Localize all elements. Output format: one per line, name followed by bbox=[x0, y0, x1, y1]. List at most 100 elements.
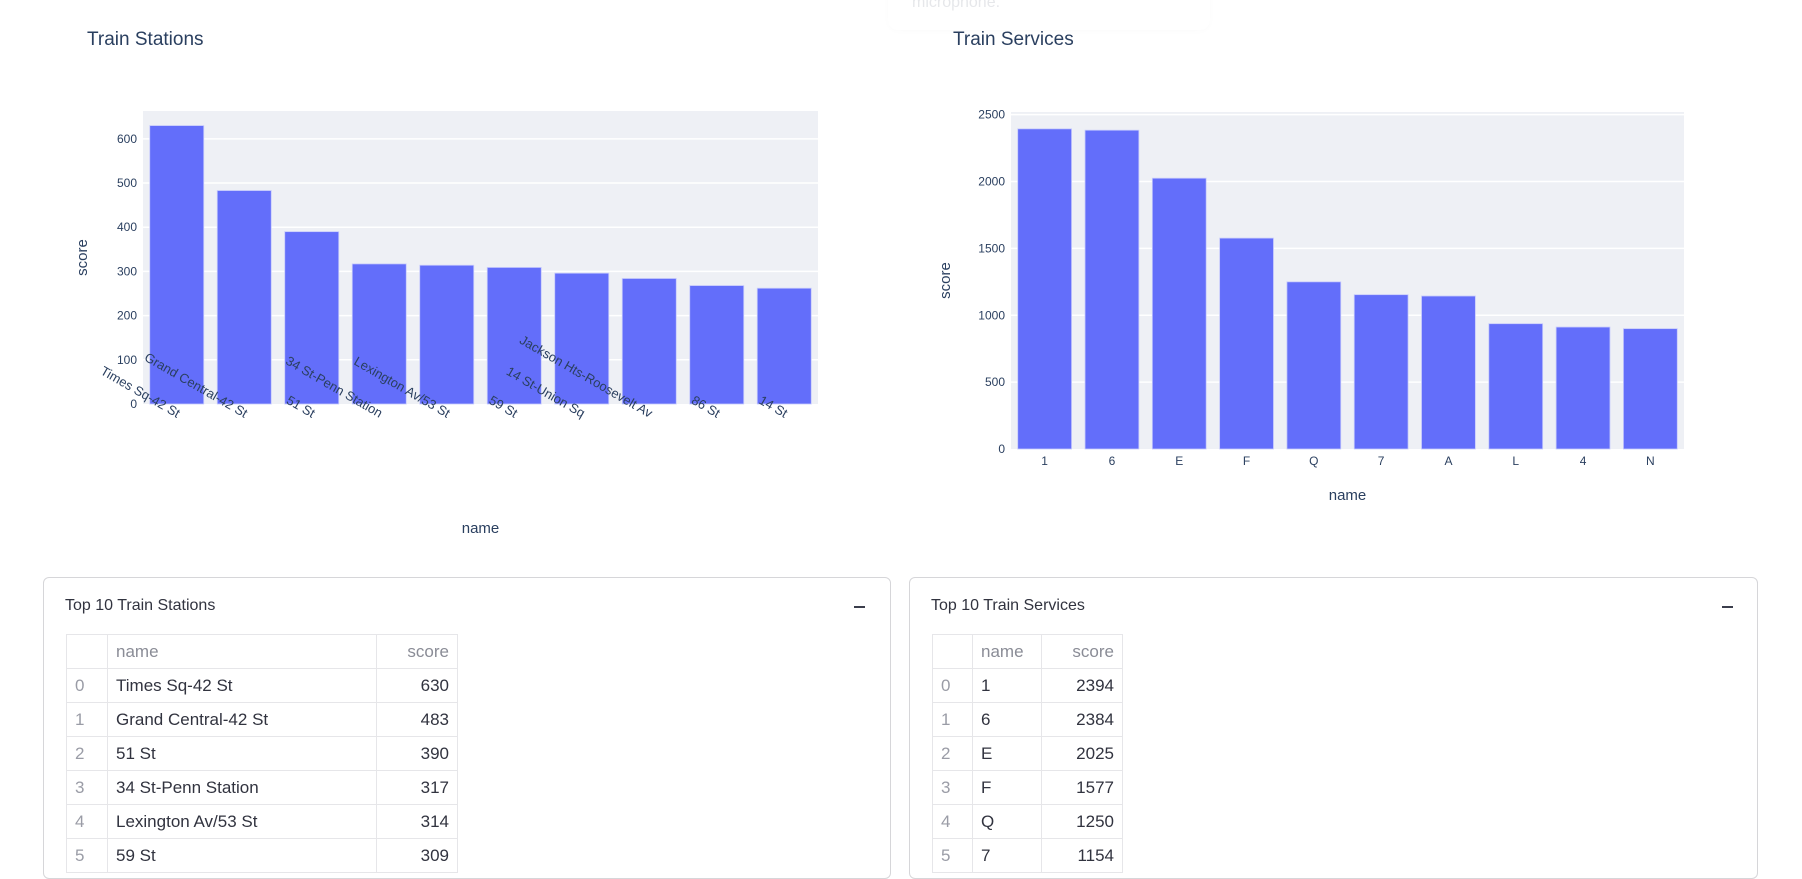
chart-title-stations: Train Stations bbox=[87, 29, 204, 50]
cell-name[interactable]: 51 St bbox=[107, 736, 377, 771]
table-row[interactable]: 4 Lexington Av/53 St 314 bbox=[66, 804, 458, 839]
bar[interactable] bbox=[216, 190, 272, 405]
bar[interactable] bbox=[1421, 295, 1476, 450]
row-index[interactable]: 0 bbox=[932, 668, 973, 703]
y-tick-label: 2000 bbox=[978, 175, 1005, 189]
bar[interactable] bbox=[1353, 294, 1409, 450]
bar[interactable] bbox=[1219, 237, 1274, 450]
bar[interactable] bbox=[1084, 129, 1140, 450]
row-index[interactable]: 1 bbox=[66, 702, 108, 737]
cell-score[interactable]: 309 bbox=[376, 838, 458, 873]
dataframe-stations[interactable]: name score 0 Times Sq-42 St 630 1 Grand Cent… bbox=[66, 634, 458, 873]
row-index[interactable]: 5 bbox=[66, 838, 108, 873]
column-header-name[interactable]: name bbox=[107, 634, 377, 669]
y-tick-label: 600 bbox=[117, 132, 137, 146]
table-row[interactable]: 5 59 St 309 bbox=[66, 838, 458, 873]
bar[interactable] bbox=[1286, 281, 1342, 450]
column-header-score[interactable]: score bbox=[376, 634, 458, 669]
bar[interactable] bbox=[756, 287, 812, 405]
cell-name[interactable]: 7 bbox=[972, 838, 1042, 873]
cell-score[interactable]: 390 bbox=[376, 736, 458, 771]
table-row[interactable]: 0 1 2394 bbox=[932, 668, 1123, 703]
cell-name[interactable]: Grand Central-42 St bbox=[107, 702, 377, 737]
x-tick-label: N bbox=[1646, 454, 1655, 468]
dataframe-services[interactable]: name score 0 1 2394 1 6 2384 2 E 2025 3 F 1577 4 Q 125… bbox=[932, 634, 1123, 873]
bar[interactable] bbox=[554, 272, 610, 405]
cell-name[interactable]: E bbox=[972, 736, 1042, 771]
table-row[interactable]: 5 7 1154 bbox=[932, 838, 1123, 873]
column-header-name[interactable]: name bbox=[972, 634, 1042, 669]
bar[interactable] bbox=[1488, 323, 1544, 450]
x-tick-label: L bbox=[1512, 454, 1519, 468]
bar[interactable] bbox=[419, 264, 475, 405]
cell-score[interactable]: 2394 bbox=[1041, 668, 1123, 703]
row-index[interactable]: 3 bbox=[66, 770, 108, 805]
table-row[interactable]: 0 Times Sq-42 St 630 bbox=[66, 668, 458, 703]
row-index[interactable]: 1 bbox=[932, 702, 973, 737]
table-card-services: Top 10 Train Services name score 0 1 2394 1… bbox=[909, 577, 1758, 879]
table-row[interactable]: 2 E 2025 bbox=[932, 736, 1123, 771]
x-tick-label: 1 bbox=[1041, 454, 1048, 468]
cell-name[interactable]: Q bbox=[972, 804, 1042, 839]
bar[interactable] bbox=[284, 231, 340, 405]
bar[interactable] bbox=[1151, 177, 1207, 450]
minimize-icon[interactable] bbox=[1722, 606, 1733, 608]
x-tick-label: Q bbox=[1309, 454, 1318, 468]
minimize-icon[interactable] bbox=[854, 606, 865, 608]
table-title-stations: Top 10 Train Stations bbox=[65, 597, 216, 614]
x-tick-label: F bbox=[1243, 454, 1250, 468]
cell-score[interactable]: 2384 bbox=[1041, 702, 1123, 737]
row-index[interactable]: 2 bbox=[932, 736, 973, 771]
row-index[interactable]: 4 bbox=[66, 804, 108, 839]
table-row[interactable]: 1 6 2384 bbox=[932, 702, 1123, 737]
table-title-services: Top 10 Train Services bbox=[931, 597, 1085, 614]
bar[interactable] bbox=[149, 125, 205, 405]
bar[interactable] bbox=[621, 278, 677, 405]
cell-name[interactable]: Lexington Av/53 St bbox=[107, 804, 377, 839]
column-header-score[interactable]: score bbox=[1041, 634, 1123, 669]
row-index[interactable]: 0 bbox=[66, 668, 108, 703]
cell-score[interactable]: 630 bbox=[376, 668, 458, 703]
notification-text: microphone. bbox=[912, 0, 1001, 11]
bar[interactable] bbox=[1555, 326, 1611, 450]
bar[interactable] bbox=[1623, 328, 1678, 450]
y-tick-label: 300 bbox=[117, 264, 137, 278]
cell-name[interactable]: Times Sq-42 St bbox=[107, 668, 377, 703]
cell-score[interactable]: 2025 bbox=[1041, 736, 1123, 771]
cell-name[interactable]: 34 St-Penn Station bbox=[107, 770, 377, 805]
cell-name[interactable]: F bbox=[972, 770, 1042, 805]
cell-score[interactable]: 1577 bbox=[1041, 770, 1123, 805]
bar[interactable] bbox=[689, 285, 745, 405]
cell-score[interactable]: 317 bbox=[376, 770, 458, 805]
notification-toast: microphone. bbox=[888, 0, 1210, 30]
cell-score[interactable]: 1154 bbox=[1041, 838, 1123, 873]
x-tick-label: 4 bbox=[1580, 454, 1587, 468]
y-tick-label: 400 bbox=[117, 220, 137, 234]
y-axis-title: score bbox=[74, 239, 91, 276]
table-row[interactable]: 3 34 St-Penn Station 317 bbox=[66, 770, 458, 805]
bar[interactable] bbox=[1017, 128, 1072, 450]
y-tick-label: 500 bbox=[117, 176, 137, 190]
bar[interactable] bbox=[351, 263, 407, 405]
table-row[interactable]: 3 F 1577 bbox=[932, 770, 1123, 805]
cell-score[interactable]: 483 bbox=[376, 702, 458, 737]
table-row[interactable]: 4 Q 1250 bbox=[932, 804, 1123, 839]
row-index[interactable]: 5 bbox=[932, 838, 973, 873]
x-tick-label: 6 bbox=[1109, 454, 1116, 468]
cell-score[interactable]: 1250 bbox=[1041, 804, 1123, 839]
table-row[interactable]: 1 Grand Central-42 St 483 bbox=[66, 702, 458, 737]
bar[interactable] bbox=[486, 267, 542, 405]
row-index[interactable]: 3 bbox=[932, 770, 973, 805]
y-tick-label: 2500 bbox=[978, 108, 1005, 122]
y-tick-label: 200 bbox=[117, 309, 137, 323]
table-row[interactable]: 2 51 St 390 bbox=[66, 736, 458, 771]
row-index[interactable]: 2 bbox=[66, 736, 108, 771]
x-tick-label: A bbox=[1444, 454, 1452, 468]
cell-name[interactable]: 1 bbox=[972, 668, 1042, 703]
cell-name[interactable]: 6 bbox=[972, 702, 1042, 737]
row-index[interactable]: 4 bbox=[932, 804, 973, 839]
cell-name[interactable]: 59 St bbox=[107, 838, 377, 873]
cell-score[interactable]: 314 bbox=[376, 804, 458, 839]
